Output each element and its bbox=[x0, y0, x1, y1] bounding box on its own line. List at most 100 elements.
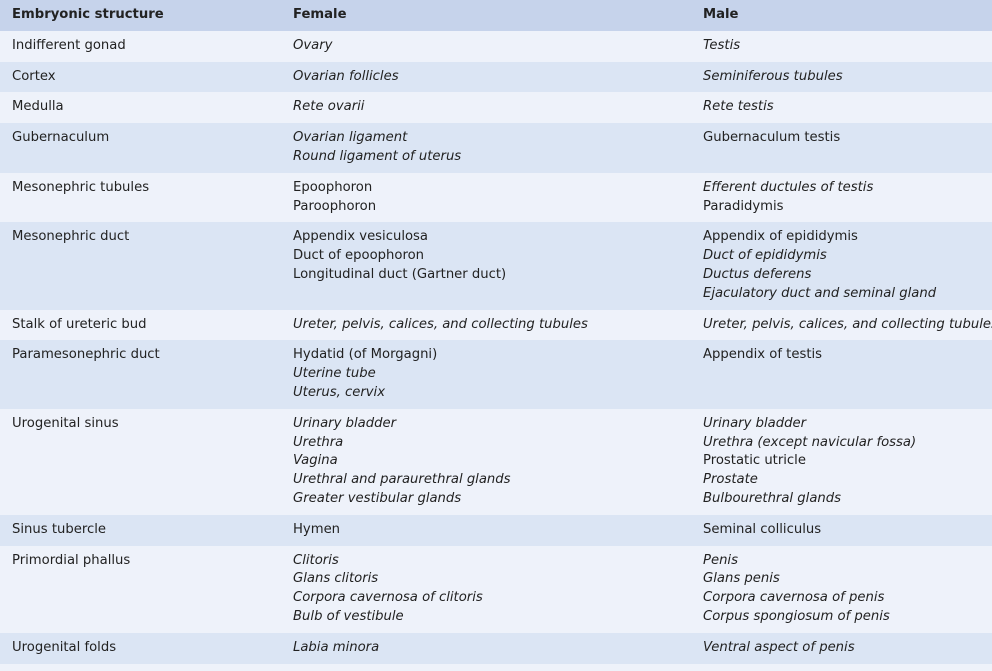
male-derivative: Duct of epididymis bbox=[703, 248, 827, 264]
embryonic-structure-cell: Mesonephric duct bbox=[12, 229, 130, 245]
female-derivative-cell: Ovarian follicles bbox=[281, 62, 691, 93]
header-embryonic-structure: Embryonic structure bbox=[12, 7, 164, 22]
male-derivative-cell: Appendix of testis bbox=[691, 340, 992, 408]
female-derivative-cell: Rete ovarii bbox=[281, 92, 691, 123]
female-derivative: Urethra bbox=[293, 434, 344, 450]
male-derivative: Efferent ductules of testis bbox=[703, 179, 874, 195]
embryonic-structure-cell: Urogenital sinus bbox=[12, 415, 119, 431]
table-row: Cortex Ovarian follicles Seminiferous tubu… bbox=[0, 61, 992, 93]
embryonic-structure-cell: Primordial phallus bbox=[12, 552, 131, 568]
embryonic-structure-cell: Urogenital folds bbox=[12, 639, 117, 655]
embryonic-structure-cell: Paramesonephric duct bbox=[12, 347, 160, 363]
table-row: Gubernaculum Ovarian ligament Round ligame… bbox=[0, 123, 992, 173]
female-derivative-cell: Hymen bbox=[281, 515, 691, 546]
table-row: Medulla Rete ovarii Rete testis bbox=[0, 92, 992, 124]
embryonic-structure-cell: Medulla bbox=[12, 99, 64, 115]
male-derivative: Ductus deferens bbox=[703, 266, 812, 282]
embryonic-structure-cell: Stalk of ureteric bud bbox=[12, 316, 147, 332]
male-derivative-cell: Ventral aspect of penis bbox=[691, 633, 992, 664]
female-derivative-cell: Hydatid (of Morgagni) Uterine tube Uterus,… bbox=[281, 340, 691, 408]
female-derivative: Longitudinal duct (Gartner duct) bbox=[293, 266, 507, 282]
male-derivative: Appendix of testis bbox=[703, 347, 823, 363]
female-derivative: Corpora cavernosa of clitoris bbox=[293, 590, 483, 606]
header-male: Male bbox=[703, 7, 739, 22]
female-derivative-cell: Ovary bbox=[281, 31, 691, 62]
male-derivative: Paradidymis bbox=[703, 198, 784, 214]
male-derivative: Testis bbox=[703, 37, 741, 53]
male-derivative-cell: Ureter, pelvis, calices, and collecting … bbox=[691, 310, 992, 341]
male-derivative-cell: Urinary bladder Urethra (except navicular… bbox=[691, 409, 992, 515]
male-derivative: Ureter, pelvis, calices, and collecting … bbox=[703, 316, 992, 332]
table-body: Indifferent gonad Ovary Testis Cortex Ovaria… bbox=[0, 30, 992, 671]
female-derivative: Clitoris bbox=[293, 552, 339, 568]
embryonic-structure-cell: Sinus tubercle bbox=[12, 521, 106, 537]
female-derivative: Labia minora bbox=[293, 639, 380, 655]
embryonic-structure-cell: Mesonephric tubules bbox=[12, 179, 150, 195]
female-derivative: Rete ovarii bbox=[293, 99, 365, 115]
female-derivative: Glans clitoris bbox=[293, 571, 379, 587]
female-derivative-cell: Ureter, pelvis, calices, and collecting … bbox=[281, 310, 691, 341]
male-derivative-cell: Appendix of epididymis Duct of epididymis… bbox=[691, 222, 992, 309]
male-derivative: Penis bbox=[703, 552, 738, 568]
male-derivative: Prostate bbox=[703, 472, 758, 488]
female-derivative-cell: Epoophoron Paroophoron bbox=[281, 173, 691, 223]
male-derivative-cell: Seminiferous tubules bbox=[691, 62, 992, 93]
male-derivative-cell: Rete testis bbox=[691, 92, 992, 123]
male-derivative: Rete testis bbox=[703, 99, 774, 115]
female-derivative: Epoophoron bbox=[293, 179, 373, 195]
male-derivative: Ventral aspect of penis bbox=[703, 639, 855, 655]
embryonic-structure-cell: Indifferent gonad bbox=[12, 37, 126, 53]
male-derivative: Ejaculatory duct and seminal gland bbox=[703, 285, 937, 301]
female-derivative: Bulb of vestibule bbox=[293, 608, 404, 624]
embryonic-structure-cell: Gubernaculum bbox=[12, 130, 110, 146]
male-derivative-cell: Testis bbox=[691, 31, 992, 62]
female-derivative-cell: Labia majora bbox=[281, 664, 691, 671]
female-derivative: Ovarian follicles bbox=[293, 68, 399, 84]
female-derivative: Paroophoron bbox=[293, 198, 377, 214]
female-derivative-cell: Urinary bladder Urethra Vagina Urethral and… bbox=[281, 409, 691, 515]
table-row: Indifferent gonad Ovary Testis bbox=[0, 30, 992, 62]
female-derivative-cell: Clitoris Glans clitoris Corpora cavernosa … bbox=[281, 546, 691, 633]
male-derivative-cell: Efferent ductules of testis Paradidymis bbox=[691, 173, 992, 223]
male-derivative: Urinary bladder bbox=[703, 415, 806, 431]
table-row: Stalk of ureteric bud Ureter, pelvis, cal… bbox=[0, 309, 992, 341]
female-derivative: Uterine tube bbox=[293, 366, 376, 382]
male-derivative: Urethra (except navicular fossa) bbox=[703, 434, 917, 450]
male-derivative: Appendix of epididymis bbox=[703, 229, 858, 245]
female-derivative: Hydatid (of Morgagni) bbox=[293, 347, 438, 363]
female-derivative: Appendix vesiculosa bbox=[293, 229, 429, 245]
female-derivative: Ureter, pelvis, calices, and collecting … bbox=[293, 316, 588, 332]
table-row: Mesonephric tubules Epoophoron Paroophoron… bbox=[0, 172, 992, 223]
female-derivative: Vagina bbox=[293, 453, 338, 469]
embryonic-structure-cell: Cortex bbox=[12, 68, 56, 84]
male-derivative: Seminiferous tubules bbox=[703, 68, 843, 84]
male-derivative: Corpus spongiosum of penis bbox=[703, 608, 890, 624]
table-row: Urogenital folds Labia minora Ventral aspe… bbox=[0, 632, 992, 664]
table-row: Mesonephric duct Appendix vesiculosa Duct … bbox=[0, 222, 992, 310]
male-derivative: Seminal colliculus bbox=[703, 521, 822, 537]
female-derivative: Ovarian ligament bbox=[293, 130, 408, 146]
table-row: Labioscrotal swellingsLabia majoraScrotu… bbox=[0, 663, 992, 671]
table-row: Sinus tubercle Hymen Seminal colliculus bbox=[0, 514, 992, 546]
embryonic-structure-cell: Labioscrotal swellings bbox=[0, 664, 281, 671]
female-derivative: Ovary bbox=[293, 37, 333, 53]
female-derivative-cell: Appendix vesiculosa Duct of epoophoron Lon… bbox=[281, 222, 691, 309]
male-derivative-cell: Scrotum bbox=[691, 664, 992, 671]
female-derivative: Urethral and paraurethral glands bbox=[293, 472, 511, 488]
female-derivative-cell: Ovarian ligament Round ligament of uterus bbox=[281, 123, 691, 173]
male-derivative-cell: Penis Glans penis Corpora cavernosa of pen… bbox=[691, 546, 992, 633]
male-derivative-cell: Seminal colliculus bbox=[691, 515, 992, 546]
female-derivative: Urinary bladder bbox=[293, 415, 396, 431]
female-derivative: Hymen bbox=[293, 521, 341, 537]
male-derivative: Glans penis bbox=[703, 571, 780, 587]
male-derivative: Prostatic utricle bbox=[703, 453, 806, 469]
male-derivative: Gubernaculum testis bbox=[703, 130, 841, 146]
header-row: Embryonic structure Female Male bbox=[0, 0, 992, 31]
table-row: Urogenital sinus Urinary bladder Urethra Va… bbox=[0, 408, 992, 515]
header-female: Female bbox=[293, 7, 347, 22]
male-derivative-cell: Gubernaculum testis bbox=[691, 123, 992, 173]
female-derivative: Uterus, cervix bbox=[293, 384, 386, 400]
female-derivative: Duct of epoophoron bbox=[293, 248, 425, 264]
table-row: Primordial phallus Clitoris Glans clitoris… bbox=[0, 545, 992, 633]
